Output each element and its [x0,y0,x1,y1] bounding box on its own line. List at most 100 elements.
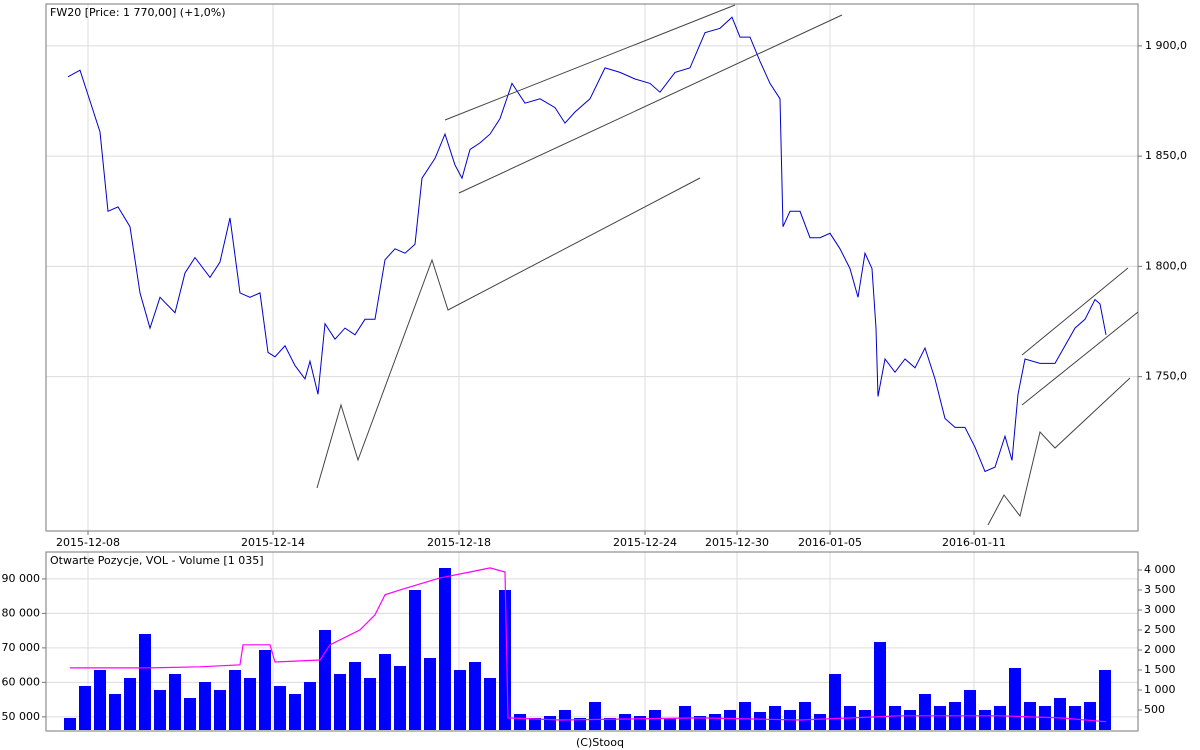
volume-bar [649,710,661,730]
volume-bar [934,706,946,730]
trend-line [1021,311,1139,406]
volume-bar [364,678,376,730]
volume-bar [94,670,106,730]
price-line [67,16,1107,473]
volume-bar [154,690,166,730]
y2-tick-label: 500 [1144,703,1165,716]
volume-bar [79,686,91,730]
trend-line [458,14,843,194]
y-tick-label: 90 000 [2,572,41,585]
x-tick-label: 2015-12-18 [427,536,491,549]
open-interest-line [70,567,1107,723]
volume-bar [469,662,481,730]
trend-lines [316,4,1139,526]
volume-bar [1009,668,1021,730]
volume-bar [334,674,346,730]
volume-bar [979,710,991,730]
volume-bar [994,706,1006,730]
volume-bar [124,678,136,730]
volume-bar [694,716,706,730]
volume-bar [259,650,271,730]
volume-bar [289,694,301,730]
volume-bar [139,634,151,730]
x-tick-label: 2015-12-24 [613,536,677,549]
y2-tick-label: 3 500 [1144,583,1176,596]
volume-bar [964,690,976,730]
y2-tick-label: 1 500 [1144,663,1176,676]
footer: (C)Stooq [576,736,624,749]
volume-bar [424,658,436,730]
y-tick-label: 80 000 [2,606,41,619]
volume-bar [814,714,826,730]
volume-bar [499,590,511,730]
plot-layer: 2015-12-08 2015-12-14 2015-12-18 2015-12-24… [2,4,1187,731]
y-tick-label: 1 750,0 [1145,370,1187,383]
volume-bar [484,678,496,730]
volume-bar [1069,706,1081,730]
volume-bar [799,702,811,730]
volume-bar [709,714,721,730]
x-tick-label: 2015-12-30 [705,536,769,549]
trend-line [987,377,1131,526]
price-title: FW20 [Price: 1 770,00] (+1,0%) [50,6,226,19]
volume-bar [859,710,871,730]
y2-tick-label: 4 000 [1144,563,1176,576]
y-tick-label: 70 000 [2,641,41,654]
y2-tick-label: 2 500 [1144,623,1176,636]
volume-bar [184,698,196,730]
y2-tick-label: 1 000 [1144,683,1176,696]
x-tick-label: 2016-01-05 [798,536,862,549]
volume-bar [574,718,586,730]
volume-bar [739,702,751,730]
y2-tick-label: 3 000 [1144,603,1176,616]
x-tick-label: 2016-01-11 [942,536,1006,549]
volume-bar [214,690,226,730]
price-frame [45,3,1139,532]
y-tick-label: 1 800,0 [1145,259,1187,272]
volume-bar [379,654,391,730]
volume-bar [634,716,646,730]
volume-bar [64,718,76,730]
y2-tick-label: 2 000 [1144,643,1176,656]
trend-line [1021,267,1129,356]
volume-bar [529,718,541,730]
volume-bar [409,590,421,730]
volume-bar [109,694,121,730]
volume-bar [304,682,316,730]
y-tick-label: 60 000 [2,675,41,688]
volume-bar [1099,670,1111,730]
volume-bar [349,662,361,730]
y-tick-label: 1 900,0 [1145,39,1187,52]
volume-bar [604,718,616,730]
volume-bar [169,674,181,730]
x-tick-label: 2015-12-14 [241,536,305,549]
volume-bar [664,718,676,730]
volume-bar [319,630,331,730]
volume-bar [229,670,241,730]
volume-bar [874,642,886,730]
volume-bar [724,710,736,730]
volume-bar [199,682,211,730]
volume-bar [589,702,601,730]
volume-bar [544,716,556,730]
volume-bar [454,670,466,730]
trend-line [316,177,701,489]
volume-bar [829,674,841,730]
y-tick-label: 50 000 [2,710,41,723]
y-tick-label: 1 850,0 [1145,149,1187,162]
volume-bar [769,706,781,730]
volume-bar [889,706,901,730]
volume-bar [1024,702,1036,730]
volume-title: Otwarte Pozycje, VOL - Volume [1 035] [50,554,264,567]
volume-bar [1039,706,1051,730]
volume-bar [439,568,451,730]
x-tick-label: 2015-12-08 [56,536,120,549]
volume-bar [754,712,766,730]
volume-bar [1084,702,1096,730]
volume-bar [244,678,256,730]
volume-bar [919,694,931,730]
volume-bar [1054,698,1066,730]
trend-line [444,4,736,121]
volume-bar [274,686,286,730]
